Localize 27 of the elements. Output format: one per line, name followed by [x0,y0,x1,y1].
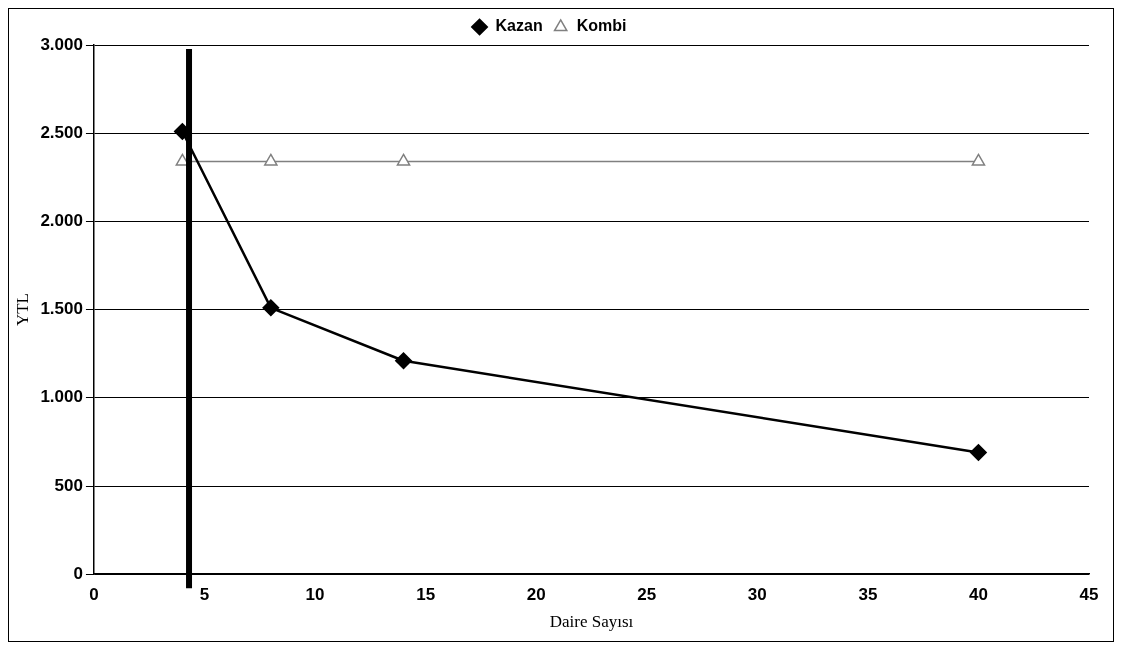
y-axis-title: YTL [12,293,32,327]
y-tick-label: 3.000 [40,34,83,54]
x-tick-label: 25 [637,585,657,605]
x-tick-label: 10 [305,585,325,605]
legend-label: Kazan [495,17,543,35]
x-tick-label: 20 [526,585,546,605]
point [396,153,411,166]
y-tick-label: 2.000 [40,211,83,231]
x-tick-label: 30 [747,585,767,605]
y-tick-label: 1.500 [40,299,83,319]
y-tick-label: 500 [54,475,83,495]
x-tick-label: 45 [1079,585,1099,605]
y-tick-label: 2.500 [40,122,83,142]
y-tick-label: 1.000 [40,387,83,407]
point [262,299,280,317]
y-tick-label: 0 [73,563,83,583]
x-tick-label: 35 [858,585,878,605]
legend-label: Kombi [576,17,627,35]
point [264,153,278,166]
x-tick-label: 0 [89,585,99,605]
x-axis-title: Daire Sayısı [549,612,634,632]
point [971,153,986,166]
x-tick-label: 5 [199,585,210,605]
x-tick-label: 15 [416,585,436,605]
x-tick-label: 40 [968,585,988,605]
point [395,352,412,370]
point [970,444,987,461]
